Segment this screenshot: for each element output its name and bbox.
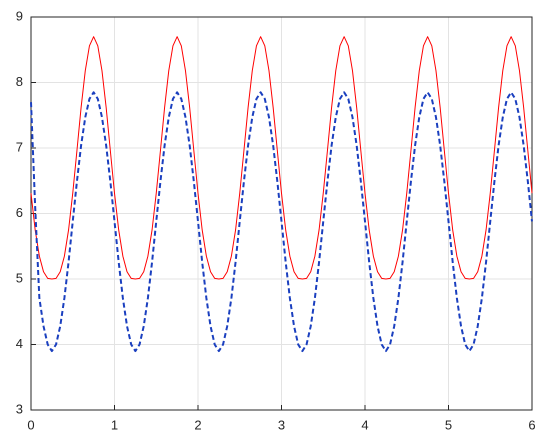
- y-tick-label: 4: [16, 336, 23, 351]
- y-tick-label: 8: [16, 74, 23, 89]
- x-tick-label: 5: [445, 417, 452, 432]
- y-tick-label: 6: [16, 205, 23, 220]
- y-tick-label: 3: [16, 401, 23, 416]
- y-tick-label: 5: [16, 270, 23, 285]
- series-line: [30, 36, 533, 280]
- y-tick-label: 7: [16, 139, 23, 154]
- x-tick-label: 4: [361, 417, 368, 432]
- series-line: [30, 91, 533, 353]
- y-tick-label: 9: [16, 8, 23, 23]
- x-tick-label: 3: [278, 417, 285, 432]
- x-tick-label: 1: [111, 417, 118, 432]
- x-tick-label: 2: [194, 417, 201, 432]
- x-tick-label: 0: [27, 417, 34, 432]
- x-tick-label: 6: [528, 417, 535, 432]
